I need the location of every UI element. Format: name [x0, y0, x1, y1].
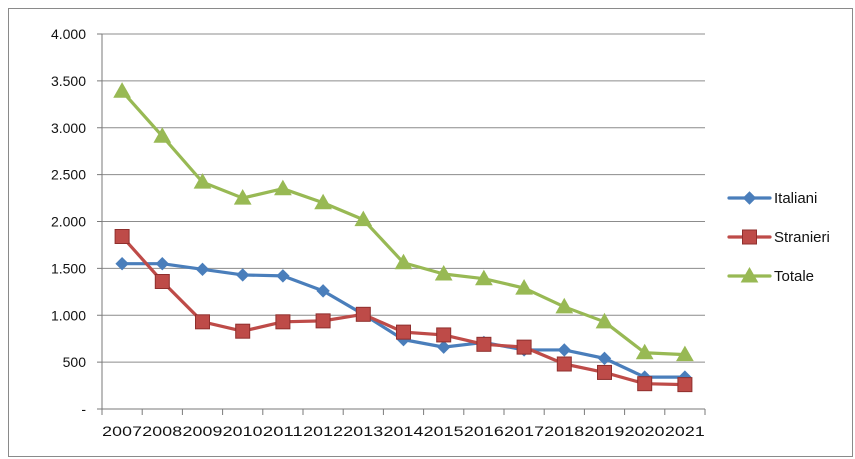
x-axis-tick-label: 2015: [424, 423, 464, 439]
stranieri-point: [436, 327, 452, 343]
y-axis-tick-label: 2.500: [51, 167, 86, 183]
stranieri-point: [355, 306, 371, 322]
totale-point: [233, 189, 252, 205]
y-axis-tick-label: 3.000: [51, 120, 86, 136]
x-axis-tick-label: 2007: [102, 423, 142, 439]
chart-frame: [8, 8, 853, 457]
totale-point: [635, 343, 654, 360]
legend-item-totale: Totale: [727, 266, 814, 285]
stranieri-point: [235, 323, 251, 339]
x-axis-tick-label: 2018: [544, 423, 584, 439]
italiani-point: [597, 351, 612, 366]
totale-point: [354, 210, 373, 227]
axes: [97, 33, 706, 415]
x-axis-tick-label: 2009: [183, 423, 223, 439]
totale-point: [193, 173, 212, 189]
y-axis-tick-labels: - 500 1.000 1.500 2.000 2.500 3.000 3.500 4.000: [51, 26, 86, 417]
data-series: [113, 82, 694, 393]
x-axis-tick-label: 2021: [665, 423, 705, 439]
legend-marker: [742, 229, 757, 245]
legend-label: Italiani: [774, 190, 817, 207]
x-axis-tick-label: 2012: [303, 423, 343, 439]
y-axis-tick-label: 2.000: [51, 214, 86, 230]
x-axis-tick-label: 2014: [384, 423, 424, 439]
series-stranieri: [114, 229, 693, 393]
y-axis-tick-label: 500: [63, 354, 87, 370]
italiani-point: [235, 268, 250, 282]
stranieri-point: [516, 339, 532, 355]
totale-point: [475, 269, 493, 286]
totale-point: [314, 193, 332, 210]
stranieri-point: [396, 324, 411, 340]
totale-point: [394, 253, 413, 270]
italiani-point: [195, 262, 210, 277]
italiani-point: [276, 269, 290, 283]
italiani-point: [155, 256, 170, 271]
legend-label: Totale: [774, 268, 814, 285]
x-axis-tick-label: 2016: [464, 423, 504, 439]
italiani-point: [557, 343, 572, 357]
italiani-point: [436, 340, 451, 354]
stranieri-point: [315, 313, 331, 329]
series-totale: [113, 82, 694, 362]
x-axis-tick-label: 2020: [625, 423, 665, 439]
legend-marker: [742, 191, 757, 205]
y-axis-tick-label: 4.000: [51, 26, 86, 42]
x-axis-tick-label: 2011: [263, 423, 303, 439]
totale-point: [555, 297, 574, 314]
totale-point: [676, 345, 694, 362]
stranieri-point: [154, 274, 170, 289]
y-axis-tick-label: 1.500: [51, 260, 86, 276]
stranieri-point: [114, 229, 130, 244]
legend-item-italiani: Italiani: [727, 190, 817, 207]
totale-point: [153, 127, 172, 143]
totale-point: [595, 312, 614, 329]
stranieri-point: [556, 356, 572, 372]
legend-item-stranieri: Stranieri: [727, 229, 830, 246]
italiani-point: [316, 284, 330, 298]
legend-marker: [740, 266, 759, 283]
x-axis-tick-label: 2019: [585, 423, 625, 439]
totale-point: [515, 279, 533, 295]
legend: Italiani Stranieri Totale: [727, 190, 830, 285]
stranieri-point: [637, 376, 653, 392]
x-axis-tick-labels: 2007 2008 2009 2010 2011 2012 2013 2014 2015 2016…: [102, 423, 705, 439]
legend-label: Stranieri: [774, 229, 830, 246]
stranieri-point: [476, 336, 492, 352]
totale-point: [274, 179, 292, 196]
y-axis-tick-label: 3.500: [51, 73, 86, 89]
totale-point: [434, 264, 453, 281]
x-axis-tick-label: 2010: [223, 423, 263, 439]
italiani-point: [115, 256, 129, 271]
stranieri-point: [677, 377, 693, 393]
x-axis-tick-label: 2013: [343, 423, 383, 439]
x-axis-tick-label: 2008: [142, 423, 182, 439]
stranieri-point: [597, 364, 612, 380]
x-axis-tick-label: 2017: [504, 423, 544, 439]
y-axis-tick-label: 1.000: [51, 307, 86, 323]
totale-point: [113, 82, 131, 98]
stranieri-point: [195, 314, 210, 330]
y-axis-tick-label: -: [81, 401, 86, 417]
stranieri-point: [275, 314, 291, 330]
